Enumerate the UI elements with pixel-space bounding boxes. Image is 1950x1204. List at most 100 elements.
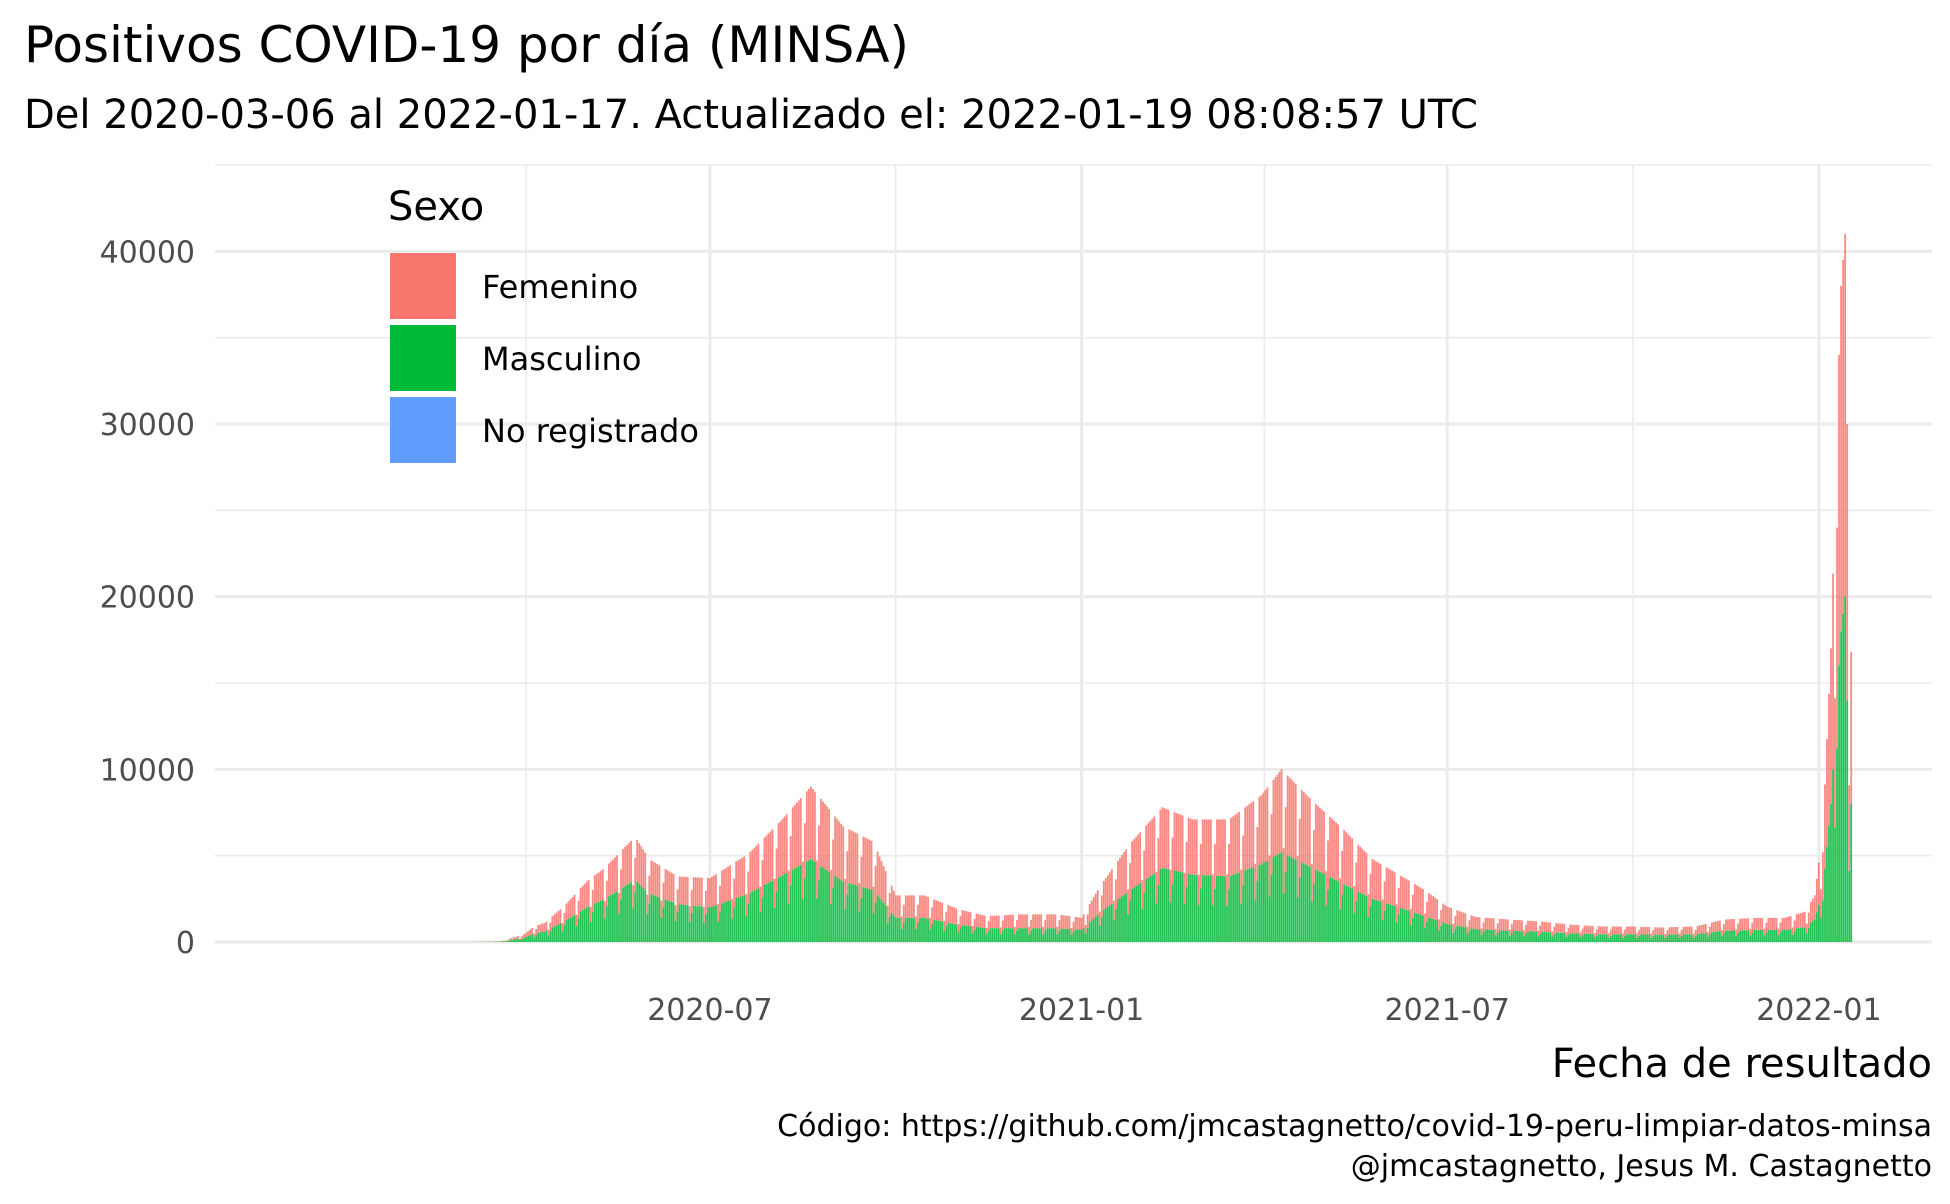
bar-femenino: [1458, 911, 1460, 926]
bar-masculino: [988, 931, 990, 942]
bar-masculino: [1206, 875, 1208, 942]
bar-masculino: [570, 918, 572, 942]
bar-femenino: [875, 866, 877, 903]
bar-femenino: [848, 829, 850, 883]
bar-femenino: [1602, 926, 1604, 934]
bar-masculino: [1424, 928, 1426, 942]
bar-masculino: [1323, 874, 1325, 942]
bar-masculino: [1163, 868, 1165, 942]
bar-femenino: [1640, 927, 1642, 935]
bar-masculino: [933, 920, 935, 942]
bar-femenino: [1420, 888, 1422, 915]
bar-femenino: [1509, 930, 1511, 936]
bar-femenino: [1715, 922, 1717, 932]
bar-femenino: [1668, 927, 1670, 934]
bar-masculino: [1721, 936, 1723, 942]
bar-femenino: [1499, 919, 1501, 930]
bar-femenino: [1424, 914, 1426, 928]
bar-femenino: [1351, 838, 1353, 888]
bar-masculino: [863, 887, 865, 942]
bar-masculino: [1632, 934, 1634, 942]
bar-femenino: [1804, 912, 1806, 928]
bar-femenino: [1816, 879, 1818, 912]
bar-masculino: [1212, 905, 1214, 942]
bar-masculino: [1462, 927, 1464, 942]
bar-masculino: [622, 887, 624, 942]
bar-femenino: [1161, 807, 1163, 867]
bar-masculino: [925, 918, 927, 942]
bar-femenino: [923, 895, 925, 917]
bar-masculino: [931, 924, 933, 942]
bar-femenino: [1337, 824, 1339, 881]
bar-masculino: [1533, 932, 1535, 942]
bar-masculino: [582, 910, 584, 942]
bar-masculino: [594, 904, 596, 942]
bar-masculino: [1543, 932, 1545, 942]
bar-masculino: [1668, 935, 1670, 942]
bar-masculino: [743, 895, 745, 942]
bar-masculino: [1719, 931, 1721, 942]
bar-masculino: [1592, 934, 1594, 942]
bar-masculino: [1384, 911, 1386, 942]
bar-masculino: [1800, 928, 1802, 942]
bar-femenino: [953, 908, 955, 924]
bar-masculino: [1717, 932, 1719, 942]
bar-masculino: [1127, 914, 1129, 942]
bar-femenino: [1473, 916, 1475, 928]
bar-masculino: [980, 927, 982, 942]
bar-masculino: [1652, 936, 1654, 942]
bar-femenino: [1828, 694, 1830, 826]
bar-femenino: [557, 911, 559, 924]
bar-femenino: [901, 916, 903, 928]
bar-masculino: [574, 915, 576, 942]
bar-femenino: [1093, 897, 1095, 918]
bar-femenino: [1648, 927, 1650, 934]
bar-masculino: [921, 918, 923, 942]
bar-femenino: [1127, 889, 1129, 914]
bar-masculino: [1677, 935, 1679, 942]
bar-femenino: [1317, 806, 1319, 871]
bar-femenino: [1489, 918, 1491, 930]
bar-femenino: [1751, 923, 1753, 933]
bar-masculino: [1406, 910, 1408, 942]
bar-masculino: [733, 907, 735, 942]
bar-masculino: [723, 902, 725, 942]
bar-femenino: [810, 787, 812, 860]
bar-femenino: [992, 916, 994, 928]
bar-masculino: [1299, 878, 1301, 942]
bar-femenino: [1301, 790, 1303, 863]
bar-femenino: [1800, 913, 1802, 928]
bar-masculino: [737, 897, 739, 942]
bar-masculino: [1499, 930, 1501, 942]
bar-femenino: [1660, 927, 1662, 934]
bar-masculino: [923, 918, 925, 942]
bar-masculino: [658, 897, 660, 942]
bar-femenino: [1065, 916, 1067, 929]
bar-masculino: [1644, 934, 1646, 942]
bar-femenino: [1460, 912, 1462, 927]
bar-femenino: [1767, 918, 1769, 930]
caption-author: @jmcastagnetto, Jesus M. Castagnetto: [1351, 1149, 1932, 1184]
bar-femenino: [687, 877, 689, 905]
bar-masculino: [1804, 927, 1806, 942]
bar-masculino: [1091, 920, 1093, 942]
bar-masculino: [766, 884, 768, 942]
bar-femenino: [808, 789, 810, 860]
bar-femenino: [572, 897, 574, 916]
bar-femenino: [1844, 234, 1846, 597]
bar-femenino: [555, 913, 557, 926]
bar-masculino: [1056, 934, 1058, 942]
bar-masculino: [606, 906, 608, 942]
bar-masculino: [1216, 876, 1218, 942]
bar-femenino: [1479, 917, 1481, 929]
bar-masculino: [1145, 879, 1147, 942]
bar-masculino: [883, 903, 885, 942]
bar-femenino: [883, 866, 885, 903]
bar-femenino: [1309, 798, 1311, 866]
bar-femenino: [1040, 914, 1042, 928]
bar-masculino: [753, 890, 755, 942]
bar-femenino: [1574, 925, 1576, 934]
bar-masculino: [669, 901, 671, 942]
bar-masculino: [1545, 932, 1547, 942]
bar-masculino: [1430, 918, 1432, 942]
